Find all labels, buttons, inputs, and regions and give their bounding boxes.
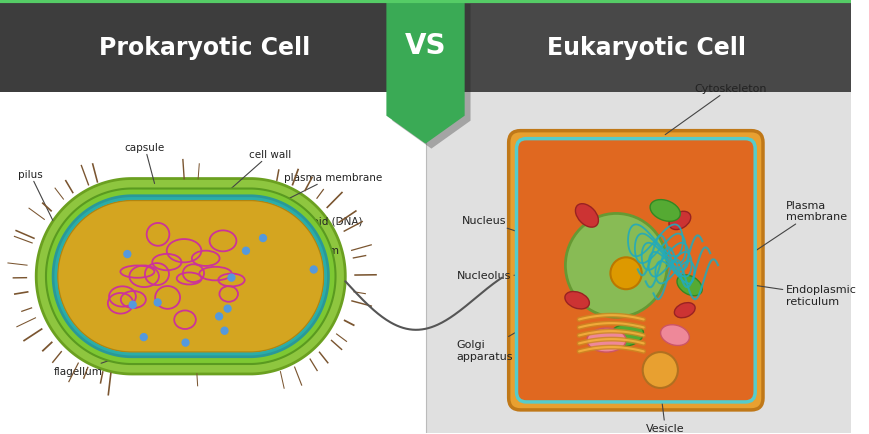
Text: Eukaryotic Cell: Eukaryotic Cell	[547, 36, 746, 60]
Ellipse shape	[676, 275, 701, 296]
Circle shape	[182, 339, 189, 346]
Ellipse shape	[660, 325, 688, 346]
Text: Nucleus: Nucleus	[461, 216, 573, 251]
Text: plasma membrane: plasma membrane	[269, 172, 381, 209]
Text: Prokaryotic Cell: Prokaryotic Cell	[98, 36, 309, 60]
Circle shape	[259, 235, 266, 242]
Circle shape	[140, 334, 147, 341]
Text: flagellum: flagellum	[54, 346, 151, 376]
PathPatch shape	[54, 197, 328, 356]
Bar	[0, 0, 425, 92]
FancyBboxPatch shape	[516, 139, 754, 402]
Circle shape	[224, 306, 231, 312]
Ellipse shape	[564, 292, 588, 309]
Polygon shape	[386, 0, 464, 144]
Circle shape	[642, 352, 677, 388]
Circle shape	[216, 313, 222, 320]
Circle shape	[129, 302, 136, 309]
Circle shape	[565, 214, 667, 317]
Circle shape	[242, 248, 249, 255]
Text: cell wall: cell wall	[229, 149, 291, 191]
Text: Plasma
membrane: Plasma membrane	[755, 200, 846, 251]
Circle shape	[221, 327, 228, 335]
FancyBboxPatch shape	[508, 132, 762, 410]
Text: Nucleolus: Nucleolus	[456, 271, 570, 281]
PathPatch shape	[57, 201, 323, 352]
Circle shape	[154, 299, 161, 306]
Text: ribosomes: ribosomes	[222, 309, 303, 339]
Ellipse shape	[668, 212, 690, 230]
PathPatch shape	[36, 179, 345, 374]
Ellipse shape	[649, 200, 680, 222]
Ellipse shape	[587, 329, 626, 352]
Text: capsule: capsule	[124, 142, 165, 184]
Circle shape	[610, 258, 641, 289]
Text: pilus: pilus	[17, 169, 53, 221]
Text: Vesicle: Vesicle	[645, 388, 684, 433]
Text: nucleoid (DNA): nucleoid (DNA)	[269, 216, 362, 247]
Ellipse shape	[574, 204, 598, 228]
Text: Golgi
apparatus: Golgi apparatus	[456, 326, 527, 361]
Ellipse shape	[673, 303, 694, 318]
Bar	[425, 0, 850, 92]
Circle shape	[123, 251, 130, 258]
Ellipse shape	[608, 324, 643, 347]
Bar	[425, 92, 850, 433]
PathPatch shape	[46, 189, 335, 364]
Text: Cytoskeleton: Cytoskeleton	[665, 84, 766, 135]
Text: Endoplasmic
reticulum: Endoplasmic reticulum	[753, 285, 855, 306]
Circle shape	[310, 266, 317, 273]
Bar	[0, 92, 425, 433]
Text: cytoplasm: cytoplasm	[272, 246, 339, 266]
Text: VS: VS	[404, 32, 446, 60]
Circle shape	[228, 274, 235, 282]
Polygon shape	[392, 5, 470, 149]
